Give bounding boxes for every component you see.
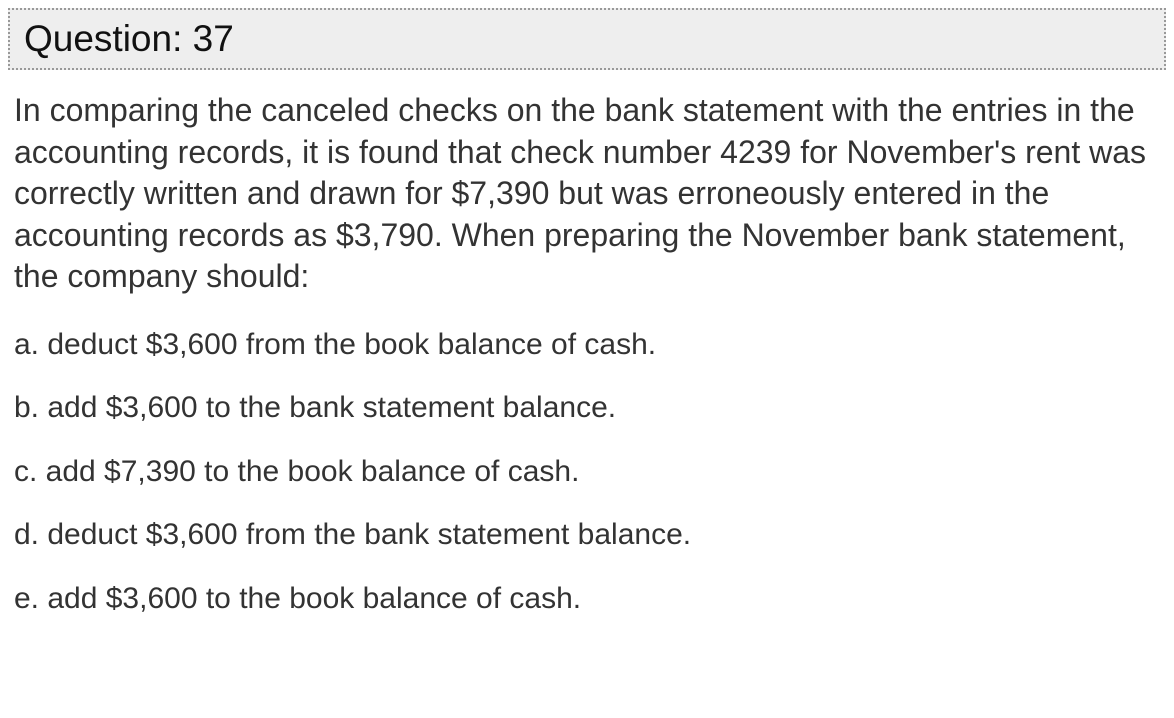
option-b[interactable]: b. add $3,600 to the bank statement bala…	[14, 389, 1160, 427]
answer-options: a. deduct $3,600 from the book balance o…	[8, 326, 1166, 618]
question-number-label: Question: 37	[24, 18, 234, 59]
option-e[interactable]: e. add $3,600 to the book balance of cas…	[14, 580, 1160, 618]
question-header: Question: 37	[8, 8, 1166, 70]
question-card: Question: 37 In comparing the canceled c…	[0, 0, 1174, 663]
option-a[interactable]: a. deduct $3,600 from the book balance o…	[14, 326, 1160, 364]
question-text: In comparing the canceled checks on the …	[8, 90, 1166, 298]
option-d[interactable]: d. deduct $3,600 from the bank statement…	[14, 516, 1160, 554]
option-c[interactable]: c. add $7,390 to the book balance of cas…	[14, 453, 1160, 491]
